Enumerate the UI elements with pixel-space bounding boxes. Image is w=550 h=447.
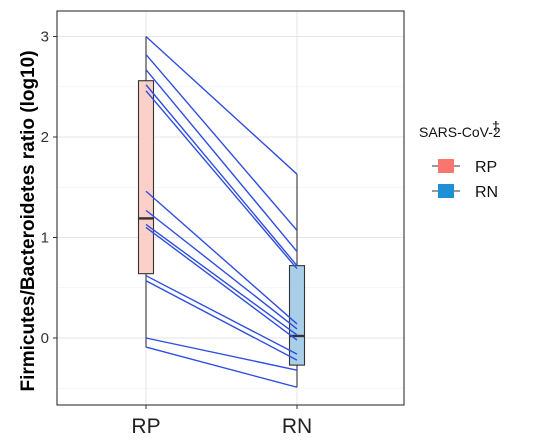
legend-entry-rn: RN xyxy=(432,184,498,201)
paired-line xyxy=(145,54,298,231)
y-tick-label: 1 xyxy=(41,230,49,247)
paired-line xyxy=(145,275,298,355)
box-body xyxy=(137,80,155,275)
paired-line xyxy=(145,84,298,267)
legend-entry-rp: RP xyxy=(432,159,497,176)
boxes xyxy=(137,36,306,388)
legend-label: RP xyxy=(475,159,497,176)
paired-line xyxy=(145,190,298,325)
y-tick-label: 3 xyxy=(41,29,49,46)
legend-key-swatch xyxy=(438,184,454,198)
paired-line xyxy=(145,69,298,253)
paired-line xyxy=(145,223,298,336)
panel-border xyxy=(56,10,405,406)
y-axis-title: Firmicutes/Bacteroidetes ratio (log10) xyxy=(18,50,39,391)
paired-line xyxy=(145,337,298,371)
x-tick-label: RP xyxy=(131,415,160,438)
axes: 0 1 2 3 RP RN xyxy=(41,10,405,438)
legend: SARS-CoV-2† RP RN xyxy=(419,118,501,201)
legend-key-swatch xyxy=(438,159,454,173)
box-rn xyxy=(288,174,306,388)
x-tick-label: RN xyxy=(282,415,312,438)
y-tick-label: 2 xyxy=(41,129,49,146)
paired-lines xyxy=(145,35,298,388)
legend-title: SARS-CoV-2 xyxy=(419,124,501,140)
paired-line xyxy=(145,209,298,330)
paired-line xyxy=(145,35,298,175)
paired-line xyxy=(145,280,298,361)
paired-line xyxy=(145,346,298,388)
legend-label: RN xyxy=(475,184,498,201)
paired-line xyxy=(145,226,298,341)
box-body xyxy=(288,265,306,366)
box-rp xyxy=(137,36,155,348)
y-tick-label: 0 xyxy=(41,330,49,347)
legend-title-mark: † xyxy=(492,118,500,134)
paired-line xyxy=(145,90,298,270)
grid xyxy=(57,11,404,405)
